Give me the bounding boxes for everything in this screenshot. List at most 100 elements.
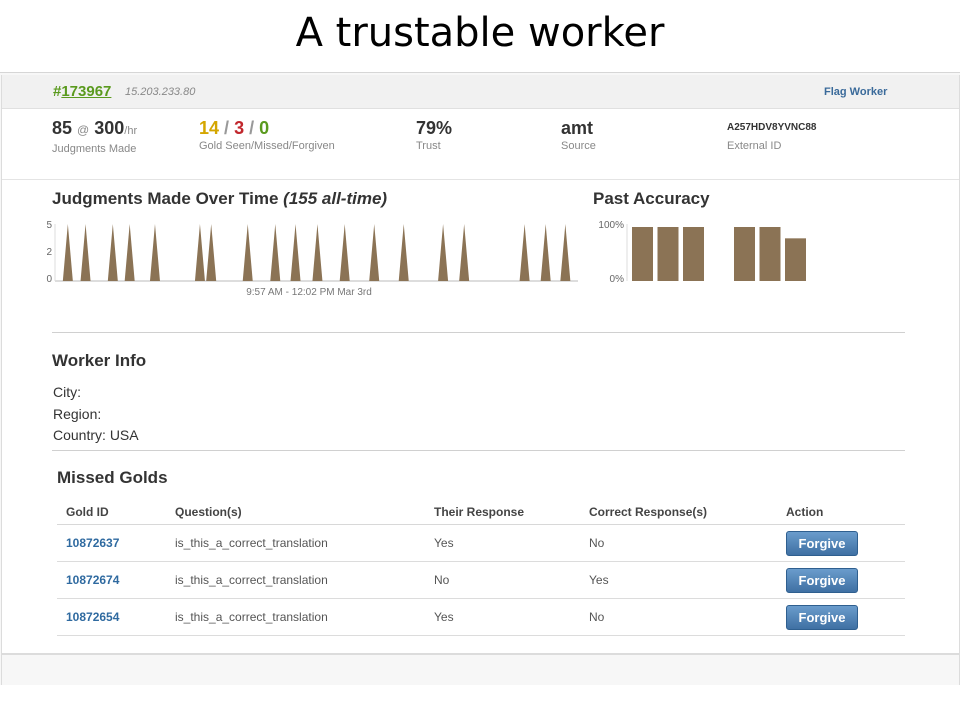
judgment-rate: 300 [94, 118, 125, 138]
table-header-row: Gold ID Question(s) Their Response Corre… [57, 500, 905, 525]
external-id-value: A257HDV8YVNC88 [727, 122, 817, 133]
their-response-cell: Yes [425, 524, 580, 562]
acc-tick-0: 0% [610, 274, 625, 285]
judgment-spike [540, 224, 551, 281]
judgment-spike [242, 224, 253, 281]
gold-id-link[interactable]: 10872674 [57, 561, 166, 599]
accuracy-bars [632, 227, 806, 281]
y-tick-0: 0 [46, 274, 52, 285]
past-accuracy-chart: 100% 0% [598, 220, 806, 285]
judgments-count: 85 [52, 118, 73, 138]
gold-seen: 14 [199, 118, 220, 138]
col-questions: Question(s) [166, 500, 425, 525]
judgments-chart-title-main: Judgments Made Over Time [52, 189, 279, 208]
source-value: amt [561, 118, 594, 138]
source-label: Source [561, 140, 596, 152]
judgment-spike [194, 224, 205, 281]
col-their-response: Their Response [425, 500, 580, 525]
city-line: City: [53, 384, 81, 400]
judgment-spike [312, 224, 323, 281]
accuracy-bar [785, 238, 806, 281]
flag-worker-link[interactable]: Flag Worker [824, 86, 888, 98]
action-cell: Forgive [777, 524, 905, 562]
stat-external-id: A257HDV8YVNC88 External ID [727, 118, 817, 152]
slide-title: A trustable worker [295, 10, 665, 56]
gold-slash-2: / [249, 118, 255, 138]
accuracy-bar [683, 227, 704, 281]
judgment-spike [124, 224, 135, 281]
col-gold-id: Gold ID [57, 500, 166, 525]
judgment-spike [398, 224, 409, 281]
rate-unit: /hr [124, 125, 138, 137]
country-label: Country: [53, 427, 106, 443]
judgments-range-label: 9:57 AM - 12:02 PM Mar 3rd [246, 287, 372, 298]
judgments-chart-title-note: (155 all-time) [283, 189, 388, 208]
gold-label: Gold Seen/Missed/Forgiven [199, 140, 335, 152]
at-symbol: @ [77, 123, 90, 137]
city-label: City: [53, 384, 81, 400]
action-cell: Forgive [777, 561, 905, 599]
gold-id-link[interactable]: 10872637 [57, 524, 166, 562]
their-response-cell: No [425, 561, 580, 599]
stat-source: amt Source [561, 118, 596, 152]
their-response-cell: Yes [425, 598, 580, 636]
worker-id-prefix: # [53, 83, 62, 100]
country-line: Country: USA [53, 427, 139, 443]
screenshot-frame: #173967 15.203.233.80 Flag Worker 85 @ 3… [0, 72, 960, 685]
worker-info-title: Worker Info [52, 351, 147, 370]
judgment-spike [149, 224, 160, 281]
worker-id-number: 173967 [61, 83, 112, 100]
gold-missed: 3 [234, 118, 245, 138]
accuracy-bar [657, 227, 679, 281]
trust-label: Trust [416, 140, 441, 152]
judgment-spike [339, 224, 350, 281]
external-id-label: External ID [727, 140, 782, 152]
judgments-spikes [62, 224, 571, 281]
judgments-label: Judgments Made [52, 143, 137, 155]
accuracy-bar [759, 227, 781, 281]
missed-golds-table: Gold ID Question(s) Their Response Corre… [57, 500, 905, 636]
gold-forgiven: 0 [259, 118, 270, 138]
trust-value: 79% [416, 118, 453, 138]
worker-ip: 15.203.233.80 [125, 86, 196, 98]
forgive-button[interactable]: Forgive [786, 604, 858, 630]
worker-id-link[interactable]: #173967 [53, 83, 111, 100]
past-accuracy-title: Past Accuracy [593, 189, 710, 208]
judgment-spike [107, 224, 118, 281]
judgments-over-time-chart: 5 2 0 9:57 AM - 12:02 PM Mar 3rd [46, 220, 578, 298]
worker-panel: #173967 15.203.233.80 Flag Worker 85 @ 3… [1, 75, 960, 685]
judgment-spike [290, 224, 301, 281]
table-row: 10872674 is_this_a_correct_translation N… [57, 561, 905, 599]
judgment-spike [560, 224, 571, 281]
forgive-button[interactable]: Forgive [786, 530, 858, 556]
missed-golds-title: Missed Golds [57, 468, 168, 487]
question-cell: is_this_a_correct_translation [166, 598, 425, 636]
y-tick-5: 5 [46, 220, 52, 231]
col-action: Action [777, 500, 905, 525]
correct-response-cell: No [580, 598, 777, 636]
question-cell: is_this_a_correct_translation [166, 561, 425, 599]
country-value: USA [109, 427, 139, 443]
forgive-button[interactable]: Forgive [786, 567, 858, 593]
stat-judgments: 85 @ 300/hr Judgments Made [52, 118, 137, 155]
gold-id-link[interactable]: 10872654 [57, 598, 166, 636]
judgment-spike [369, 224, 380, 281]
table-row: 10872654 is_this_a_correct_translation Y… [57, 598, 905, 636]
table-row: 10872637 is_this_a_correct_translation Y… [57, 524, 905, 562]
judgment-spike [270, 224, 281, 281]
judgment-spike [438, 224, 449, 281]
judgment-spike [62, 224, 73, 281]
judgment-spike [206, 224, 217, 281]
divider [52, 332, 905, 333]
judgment-spike [519, 224, 530, 281]
accuracy-bar [734, 227, 755, 281]
judgments-chart-title: Judgments Made Over Time (155 all-time) [52, 189, 387, 209]
judgment-spike [80, 224, 91, 281]
action-cell: Forgive [777, 598, 905, 636]
correct-response-cell: No [580, 524, 777, 562]
worker-stats: 85 @ 300/hr Judgments Made 14 / 3 / 0 Go… [2, 109, 959, 180]
accuracy-bar [632, 227, 653, 281]
judgment-spike [459, 224, 470, 281]
stat-gold: 14 / 3 / 0 Gold Seen/Missed/Forgiven [199, 118, 335, 152]
stat-trust: 79% Trust [416, 118, 452, 152]
